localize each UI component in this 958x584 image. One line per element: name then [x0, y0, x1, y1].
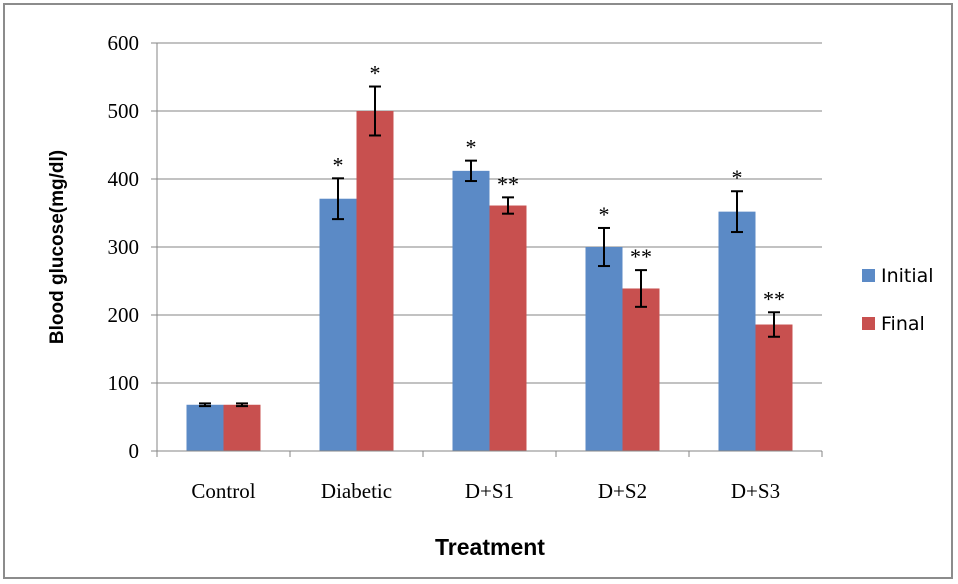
significance-marker: *	[466, 135, 477, 160]
y-axis-title: Blood glucose(mg/dl)	[47, 150, 68, 344]
bar-final	[622, 288, 660, 451]
bar-final	[223, 404, 261, 451]
legend-label-initial: Initial	[881, 265, 934, 287]
x-category-label: D+S3	[731, 479, 780, 503]
bar-initial	[718, 211, 756, 451]
x-category-label: Control	[191, 479, 255, 503]
x-category-label: D+S2	[598, 479, 647, 503]
legend-label-final: Final	[881, 313, 925, 335]
y-tick-label: 200	[108, 303, 140, 327]
bar-initial	[452, 170, 490, 451]
y-tick-label: 600	[108, 31, 140, 55]
y-tick-label: 0	[129, 439, 140, 463]
significance-marker: **	[763, 286, 785, 311]
x-category-label: D+S1	[465, 479, 514, 503]
y-tick-label: 300	[108, 235, 140, 259]
significance-marker: **	[497, 171, 519, 196]
significance-marker: **	[630, 244, 652, 269]
bar-final	[489, 205, 527, 451]
legend-swatch-initial	[862, 269, 875, 282]
y-tick-label: 100	[108, 371, 140, 395]
bar-final	[755, 324, 793, 451]
bar-final	[356, 111, 394, 451]
bar-initial	[319, 198, 357, 451]
significance-marker: *	[333, 152, 344, 177]
significance-marker: *	[732, 165, 743, 190]
legend: Initial Final	[862, 265, 934, 335]
x-category-label: Diabetic	[321, 479, 392, 503]
bar-initial	[186, 404, 224, 451]
significance-marker: *	[599, 202, 610, 227]
x-category-labels: Control Diabetic D+S1 D+S2 D+S3	[191, 479, 780, 503]
y-tick-label: 400	[108, 167, 140, 191]
bar-initial	[585, 247, 623, 451]
axes	[156, 43, 823, 457]
y-tick-label: 500	[108, 99, 140, 123]
bars: ***********	[186, 61, 793, 451]
significance-marker: *	[370, 61, 381, 86]
legend-swatch-final	[862, 317, 875, 330]
y-tick-labels: 0 100 200 300 400 500 600	[108, 31, 140, 463]
x-axis-title: Treatment	[435, 534, 545, 560]
